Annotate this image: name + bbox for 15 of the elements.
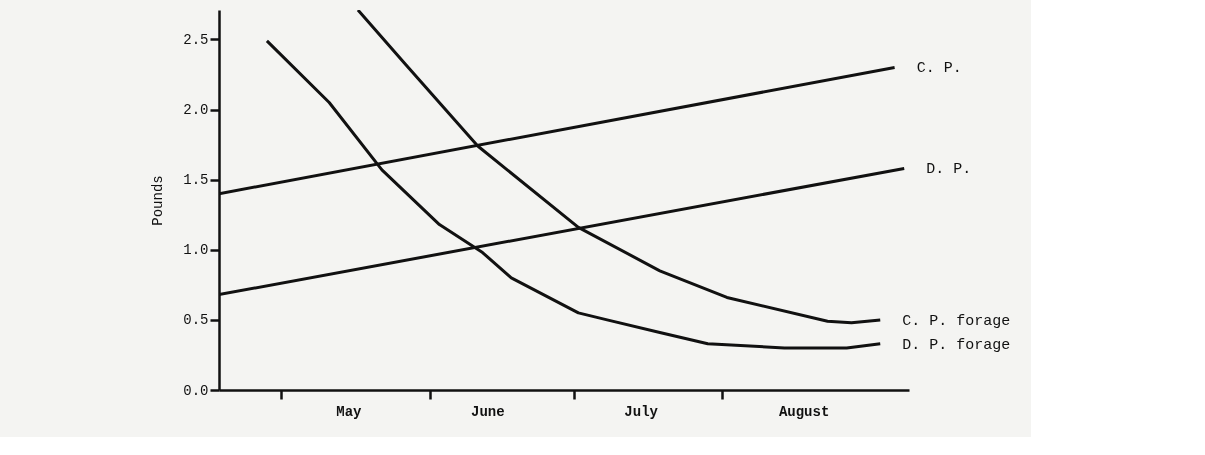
series-label: D. P. forage [902,336,1011,354]
series-label: C. P. forage [902,312,1011,330]
x-tick-label: May [336,403,363,420]
series-label: D. P. [926,161,972,179]
y-tick-label: 1.0 [183,242,209,259]
y-tick-label: 1.5 [183,172,209,189]
y-tick-label: 0.5 [183,312,209,329]
y-axis-title: Pounds [150,175,167,226]
y-tick-label: 0.0 [183,382,209,399]
y-tick-label: 2.5 [183,31,209,48]
series-label: C. P. [916,60,962,78]
x-tick-label: June [471,403,505,420]
x-tick-label: August [778,403,830,420]
x-tick-label: July [624,403,659,420]
y-tick-label: 2.0 [183,102,209,119]
